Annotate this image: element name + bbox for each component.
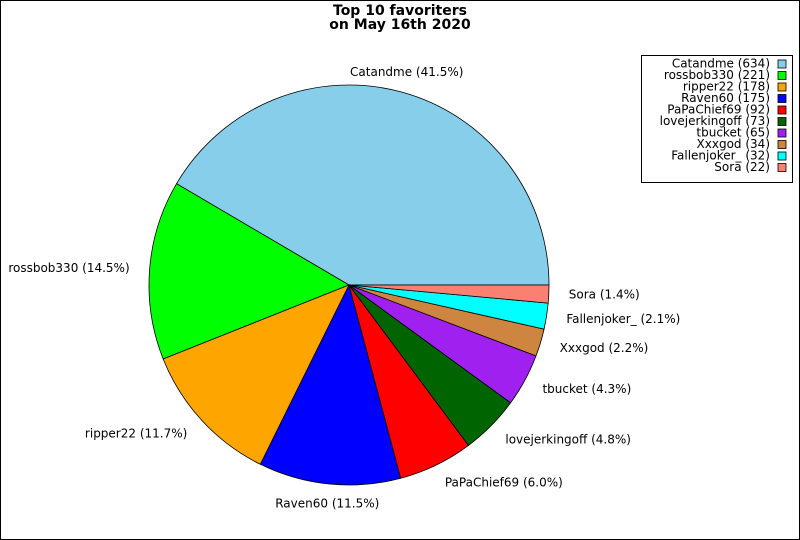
- pie-slice: [162, 284, 350, 465]
- legend-label: lovejerkingoff (73): [660, 114, 770, 128]
- slice-label: rossbob330 (14.5%): [8, 261, 129, 275]
- chart-title: on May 16th 2020: [329, 17, 471, 33]
- slice-label: Catandme (41.5%): [350, 65, 463, 79]
- legend-swatch: [777, 105, 787, 115]
- slice-label: Sora (1.4%): [569, 287, 640, 301]
- legend-box: [641, 55, 793, 183]
- slice-label: tbucket (4.3%): [542, 382, 631, 396]
- slice-label: Xxxgod (2.2%): [560, 341, 649, 355]
- legend-swatch: [777, 151, 787, 161]
- legend-swatch: [777, 128, 787, 138]
- legend-label: Raven60 (175): [681, 91, 770, 105]
- legend-swatch: [777, 71, 787, 80]
- slice-label: lovejerkingoff (4.8%): [505, 432, 631, 446]
- slice-label: ripper22 (11.7%): [85, 427, 187, 441]
- legend-swatch: [777, 59, 787, 69]
- pie-slice: [176, 84, 550, 286]
- legend-swatch: [777, 82, 787, 92]
- legend-label: tbucket (65): [696, 126, 770, 140]
- legend-swatch: [777, 94, 787, 103]
- slice-label: Fallenjoker_ (2.1%): [566, 312, 680, 326]
- legend-swatch: [777, 163, 787, 172]
- slice-label: Raven60 (11.5%): [275, 496, 379, 510]
- chart-title: Top 10 favoriters: [333, 3, 467, 19]
- legend-label: Catandme (634): [672, 57, 770, 71]
- legend-label: rossbob330 (221): [664, 68, 770, 82]
- legend-label: Fallenjoker_ (32): [671, 149, 770, 163]
- pie-slice: [348, 284, 550, 304]
- legend-label: Sora (22): [714, 160, 770, 174]
- legend-label: PaPaChief69 (92): [667, 103, 770, 117]
- pie-slice: [259, 283, 402, 486]
- legend-label: Xxxgod (34): [697, 137, 770, 151]
- legend-swatch: [777, 117, 787, 126]
- slice-label: PaPaChief69 (6.0%): [445, 476, 563, 490]
- legend-label: ripper22 (178): [683, 80, 770, 94]
- legend-swatch: [777, 140, 787, 149]
- pie-slice: [148, 183, 350, 360]
